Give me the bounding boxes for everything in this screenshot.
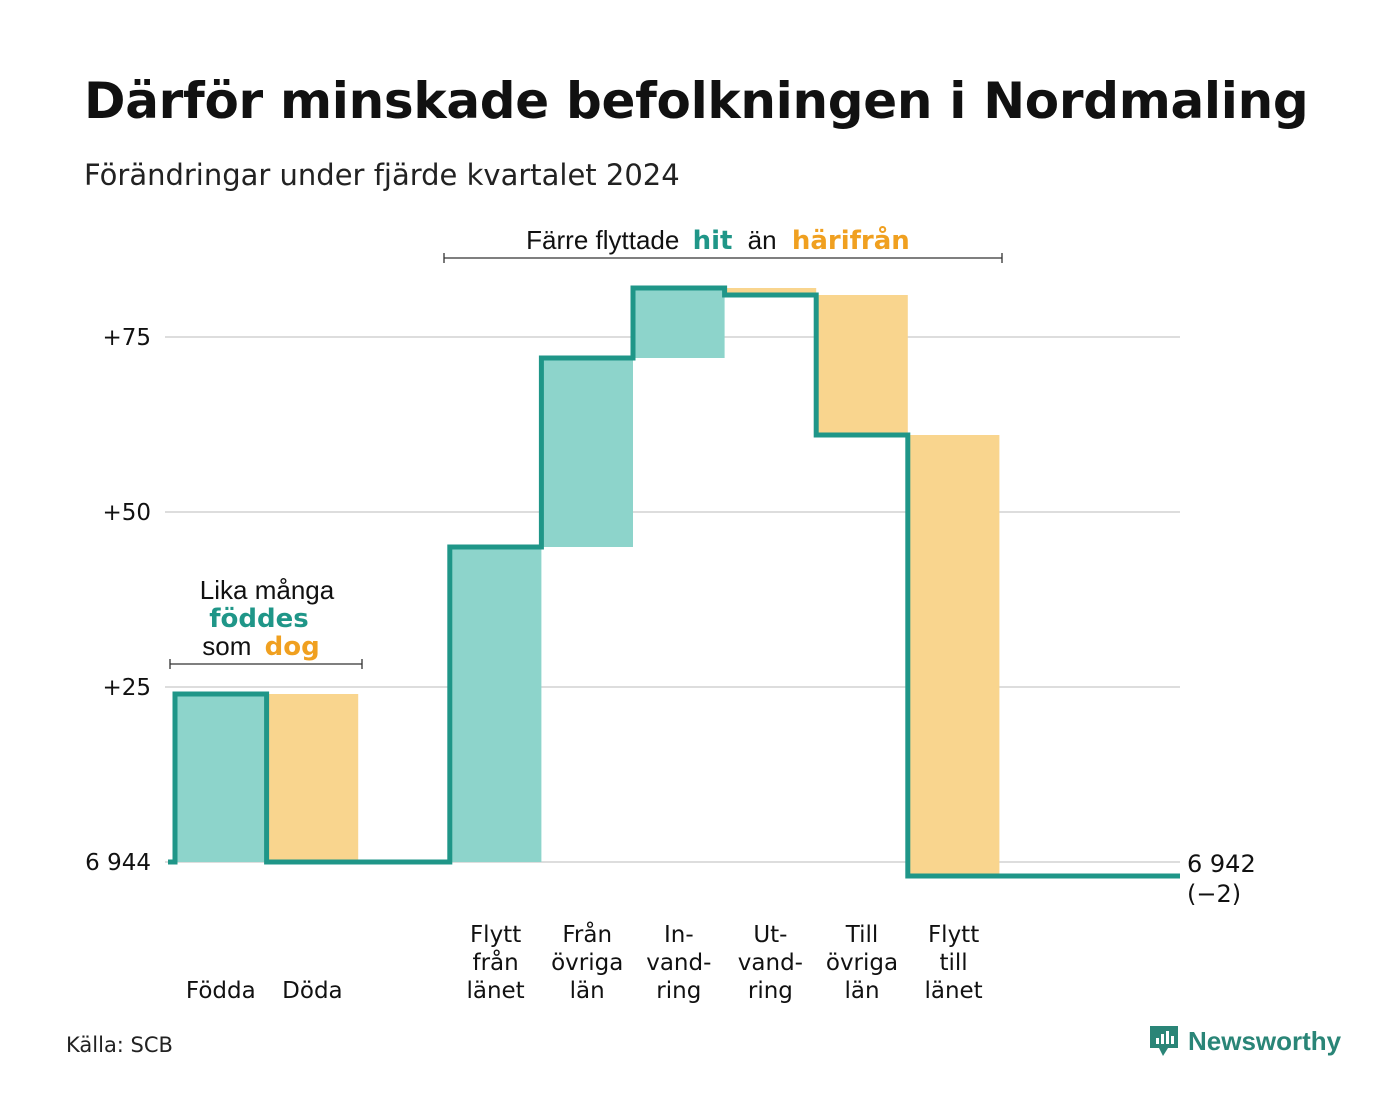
x-axis-label: från [472,948,518,976]
bar-inflow [541,358,633,547]
x-axis-label: övriga [826,950,898,976]
brand-name: Newsworthy [1188,1025,1342,1056]
x-axis-label: Till [845,922,879,948]
brand-logo: Newsworthy [1148,1024,1341,1058]
births-annotation-in-word: föddes [209,604,309,634]
births-annotation-out-word: dog [265,632,320,662]
y-tick-label: +25 [102,675,151,701]
end-change-label: (−2) [1187,880,1241,908]
bar-inflow [175,694,267,862]
x-axis-label: vand- [738,950,803,976]
y-axis-ticks: 6 944 +25 +50 +75 [85,325,151,876]
source-note: Källa: SCB [66,1033,173,1057]
step-line-group [168,285,1180,879]
births-annotation-line3: som dog [202,631,319,662]
newsworthy-logo-icon [1150,1026,1178,1056]
migration-annotation-out-word: härifrån [792,224,910,256]
births-annotation-bracket [169,659,363,669]
x-axis-label: län [570,978,605,1004]
chart-title: Därför minskade befolkningen i Nordmalin… [84,72,1309,130]
x-axis-label: övriga [551,950,623,976]
migration-annotation-bracket [443,253,1003,263]
x-axis-label: Flytt [470,922,521,948]
x-axis-label: länet [924,978,982,1004]
x-axis-label: ring [748,978,793,1004]
bar-outflow [907,435,1000,876]
x-axis-label: till [939,950,967,976]
bar-inflow [633,288,725,358]
x-axis-label: ring [656,978,701,1004]
bar-outflow [266,694,359,862]
chart-subtitle: Förändringar under fjärde kvartalet 2024 [84,158,680,192]
x-axis-label: vand- [646,950,711,976]
step-line [168,285,1180,879]
migration-annotation-in-word: hit [693,226,733,256]
migration-annotation-mid: än [748,225,777,255]
x-axis-label: Ut- [753,922,787,948]
bars [175,288,1000,876]
x-axis-label: In- [664,922,694,948]
x-axis-label: Flytt [928,922,979,948]
end-value-labels: 6 942 (−2) [1187,850,1256,908]
x-axis-label: Från [562,920,612,948]
bar-inflow [449,547,542,862]
x-axis-label: Födda [186,978,256,1004]
births-annotation-line1: Lika många [200,575,335,605]
y-tick-label: 6 944 [85,850,151,876]
x-axis-label: Döda [282,978,342,1004]
bar-outflow [724,288,817,295]
births-annotation-mid: som [202,631,251,661]
migration-annotation: Färre flyttade hit än härifrån [526,224,910,256]
x-axis-labels: Födda DödaFlyttfrånlänetFrånövrigalänIn-v… [186,920,983,1004]
bar-outflow [816,295,908,435]
y-tick-label: +50 [102,500,151,526]
migration-annotation-prefix: Färre flyttade [526,225,679,255]
x-axis-label: länet [466,978,524,1004]
end-value-label: 6 942 [1187,850,1256,878]
y-tick-label: +75 [102,325,151,351]
x-axis-label: län [844,978,879,1004]
annotations: Lika många föddes som dog Färre flyttade… [169,224,1003,669]
